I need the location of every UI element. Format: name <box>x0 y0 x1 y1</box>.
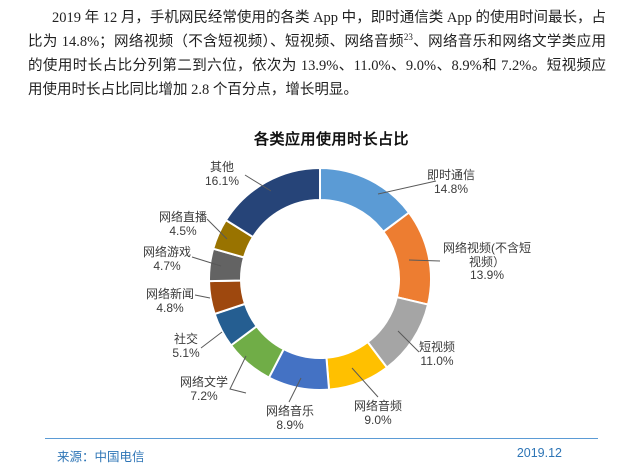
slice-label-3: 网络音频 9.0% <box>313 399 443 427</box>
donut-slice-10 <box>224 166 321 239</box>
slice-value-text: 4.7% <box>153 258 181 273</box>
leader-line-6 <box>200 331 223 349</box>
slice-label-6: 社交 5.1% <box>121 332 251 360</box>
slice-label-1: 网络视频(不含短 视频） 13.9% <box>422 241 552 283</box>
paragraph-text-after-footnote: 、网络音乐和网络文学类应用的使用时长占比分列第二到六位，依次为 13.9%、11… <box>28 34 607 98</box>
slice-value-text: 8.9% <box>276 417 304 432</box>
footer-divider <box>45 438 598 439</box>
slice-label-0: 即时通信 14.8% <box>386 168 516 196</box>
slice-label-text: 网络视频(不含短 <box>443 241 531 255</box>
leader-line-9 <box>206 218 228 240</box>
slice-label-text: 社交 <box>173 332 198 346</box>
slice-label-5: 网络文学 7.2% <box>139 375 269 403</box>
slice-value-text: 4.5% <box>169 223 197 238</box>
leader-line-1 <box>408 259 441 262</box>
slice-label-text: 视频） <box>468 254 505 269</box>
footer-source: 来源：中国电信 <box>57 450 145 464</box>
slice-value-text: 9.0% <box>364 412 392 427</box>
slice-label-text: 网络音频 <box>353 399 402 413</box>
slice-value-text: 13.9% <box>469 268 505 282</box>
leader-line-5 <box>229 355 247 394</box>
slice-value-text: 7.2% <box>190 388 218 403</box>
leader-line-2 <box>397 330 420 353</box>
leader-line-7 <box>194 294 211 299</box>
slice-value-text: 11.0% <box>420 353 454 368</box>
slice-label-9: 网络直播 4.5% <box>118 210 248 238</box>
slice-label-text: 即时通信 <box>426 168 475 182</box>
footnote-reference: 23 <box>403 32 413 43</box>
slice-label-4: 网络音乐 8.9% <box>225 404 355 432</box>
leader-line-10 <box>244 174 272 192</box>
slice-value-text: 5.1% <box>172 345 200 360</box>
slice-label-8: 网络游戏 4.7% <box>102 245 232 273</box>
leader-line-0 <box>377 180 437 195</box>
slice-label-10: 其他 16.1% <box>157 160 287 188</box>
slice-label-text: 网络直播 <box>158 210 207 224</box>
leader-line-3 <box>351 367 379 398</box>
slice-value-text: 4.8% <box>156 300 184 315</box>
footer-date: 2019.12 <box>516 446 562 460</box>
paragraph-text-before-footnote: 2019 年 12 月，手机网民经常使用的各类 App 中，即时通信类 App … <box>28 10 606 50</box>
slice-label-text: 其他 <box>209 160 234 174</box>
slice-value-text: 14.8% <box>433 181 469 196</box>
leader-line-8 <box>191 256 222 267</box>
slice-value-text: 16.1% <box>204 173 240 188</box>
donut-chart <box>191 166 441 403</box>
slice-label-text: 网络新闻 <box>145 287 194 301</box>
slice-label-2: 短视频 11.0% <box>372 340 502 368</box>
slice-label-7: 网络新闻 4.8% <box>105 287 235 315</box>
slice-label-text: 网络文学 <box>179 375 228 389</box>
slice-label-text: 网络游戏 <box>142 245 191 259</box>
slice-label-text: 短视频 <box>418 340 455 354</box>
slice-label-text: 网络音乐 <box>265 404 314 418</box>
intro-paragraph: 2019 年 12 月，手机网民经常使用的各类 App 中，即时通信类 App … <box>28 6 606 102</box>
leader-line-4 <box>288 377 302 403</box>
chart-title: 各类应用使用时长占比 <box>253 131 409 148</box>
